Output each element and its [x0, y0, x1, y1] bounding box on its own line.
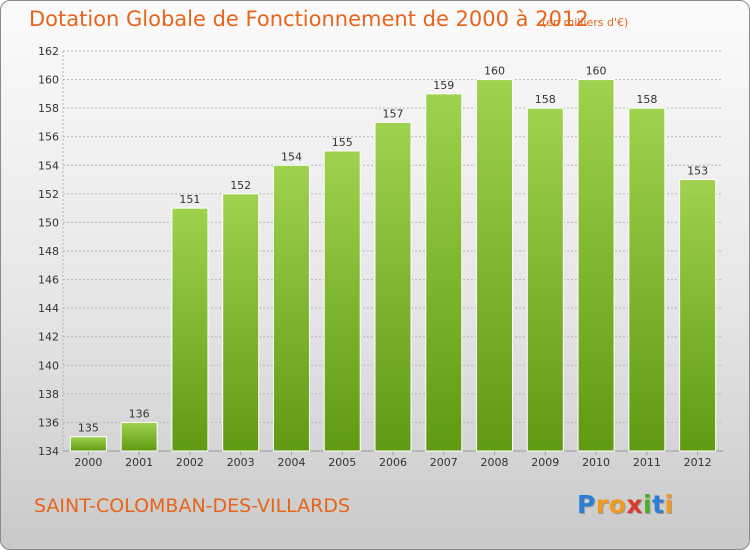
label-layer: 135 136 151 152 154 155 157 159 160 158 160 158 153	[78, 65, 708, 435]
bar-layer	[69, 79, 717, 452]
x-tick-label-2002: 2002	[176, 456, 204, 469]
x-tick-label-2012: 2012	[684, 456, 712, 469]
y-tick-label: 144	[38, 302, 59, 315]
bar-2005	[323, 150, 361, 452]
y-tick-label: 152	[38, 188, 59, 201]
data-label-2008: 160	[484, 65, 505, 78]
bar-2006	[374, 121, 412, 452]
logo-letter: i	[643, 490, 653, 519]
y-tick-label: 158	[38, 102, 59, 115]
bar-2008	[476, 79, 514, 452]
logo-letter: P	[577, 490, 596, 519]
x-tick-label-2001: 2001	[125, 456, 153, 469]
x-tick-label-2006: 2006	[379, 456, 407, 469]
bar-2010	[577, 79, 615, 452]
data-label-2011: 158	[636, 93, 657, 106]
y-tick-label: 148	[38, 245, 59, 258]
logo-letter: t	[652, 490, 665, 519]
data-label-2009: 158	[535, 93, 556, 106]
logo-letter: i	[664, 490, 674, 519]
x-tick-label-2008: 2008	[481, 456, 509, 469]
x-tick-label-2009: 2009	[531, 456, 559, 469]
y-tick-label: 150	[38, 216, 59, 229]
proxiti-logo[interactable]: Proxiti	[577, 490, 674, 519]
data-label-2002: 151	[179, 193, 200, 206]
y-tick-label: 138	[38, 388, 59, 401]
bar-2007	[425, 93, 463, 452]
bar-2003	[222, 193, 260, 452]
x-tick-label-2005: 2005	[328, 456, 356, 469]
data-label-2012: 153	[687, 165, 708, 178]
y-tick-label: 142	[38, 331, 59, 344]
chart-title: Dotation Globale de Fonctionnement de 20…	[29, 7, 589, 31]
data-label-2007: 159	[433, 79, 454, 92]
bar-2011	[628, 107, 666, 452]
x-tick-label-2000: 2000	[74, 456, 102, 469]
y-tick-label: 134	[38, 445, 59, 458]
y-tick-label: 154	[38, 159, 59, 172]
y-tick-label: 156	[38, 131, 59, 144]
data-label-2005: 155	[332, 136, 353, 149]
y-tick-label: 140	[38, 359, 59, 372]
data-label-2006: 157	[383, 107, 404, 120]
logo-letter: r	[595, 490, 609, 519]
y-tick-label: 162	[38, 45, 59, 58]
data-label-2010: 160	[586, 65, 607, 78]
axis-layer: 1341361381401421441461481501521541561581…	[38, 45, 723, 469]
x-tick-label-2004: 2004	[277, 456, 305, 469]
x-tick-label-2007: 2007	[430, 456, 458, 469]
commune-name: SAINT-COLOMBAN-DES-VILLARDS	[34, 495, 351, 517]
logo-letter: x	[626, 490, 643, 519]
x-tick-label-2011: 2011	[633, 456, 661, 469]
bar-2002	[171, 207, 209, 452]
bar-2004	[272, 164, 310, 452]
chart-subtitle: (en milliers d'€)	[542, 16, 629, 29]
y-tick-label: 160	[38, 74, 59, 87]
y-tick-label: 146	[38, 274, 59, 287]
logo-letter: o	[608, 490, 627, 519]
data-label-2003: 152	[230, 179, 251, 192]
data-label-2004: 154	[281, 150, 302, 163]
data-label-2000: 135	[78, 422, 99, 435]
bar-2012	[679, 179, 717, 452]
y-tick-label: 136	[38, 416, 59, 429]
bar-2009	[526, 107, 564, 452]
x-tick-label-2010: 2010	[582, 456, 610, 469]
data-label-2001: 136	[129, 407, 150, 420]
bar-2000	[69, 436, 107, 452]
bar-2001	[120, 421, 158, 452]
x-tick-label-2003: 2003	[227, 456, 255, 469]
